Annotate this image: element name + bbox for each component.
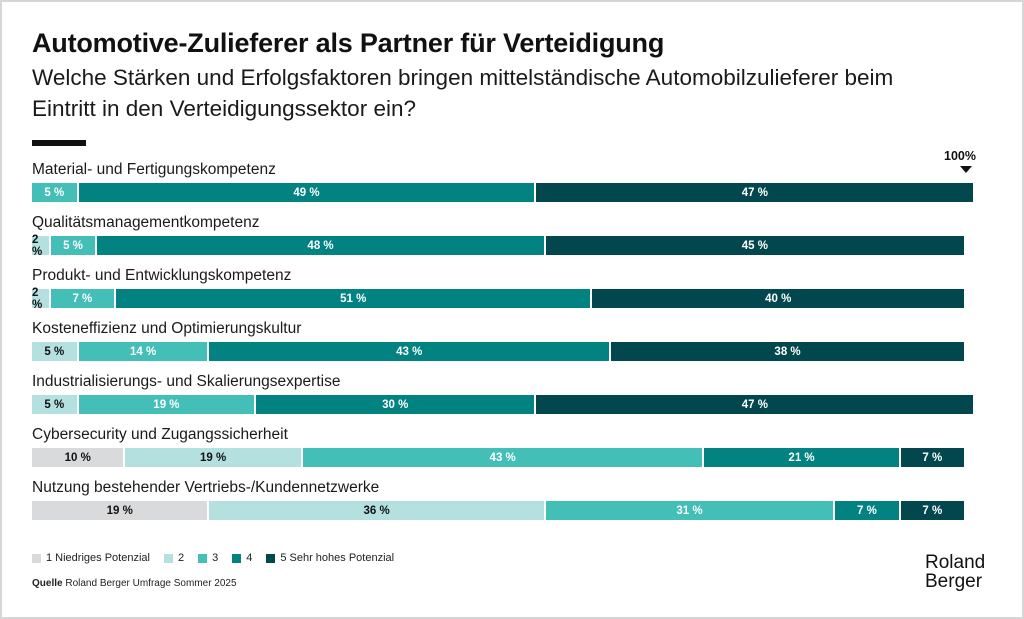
data-label: 45 % [741, 239, 768, 252]
bar-segment: 7 % [900, 448, 964, 467]
data-label: 43 % [489, 451, 516, 464]
category-label: Produkt- und Entwicklungskompetenz [32, 267, 292, 284]
category-label: Nutzung bestehender Vertriebs-/Kundennet… [32, 479, 380, 496]
bar-segment: 21 % [704, 448, 899, 467]
bar-segment: 7 % [50, 289, 115, 308]
bar-segment: 14 % [78, 342, 208, 361]
data-label: 47 % [741, 186, 768, 199]
legend-swatch-icon [232, 553, 242, 563]
bar-segment: 43 % [209, 342, 610, 361]
bar-segment: 5 % [32, 342, 77, 361]
bar-segment: 47 % [536, 395, 974, 414]
data-label: 7 % [857, 504, 877, 517]
data-label: 38 % [774, 345, 801, 358]
bar-segment: 30 % [256, 395, 535, 414]
data-label: 7 % [72, 292, 93, 305]
bar-segment: 19 % [78, 395, 255, 414]
chart-subtitle: Welche Stärken und Erfolgsfaktoren bring… [32, 65, 894, 121]
data-label: 14 % [129, 345, 157, 358]
data-label: 21 % [788, 451, 815, 464]
source-note: Quelle Roland Berger Umfrage Sommer 2025 [32, 578, 237, 589]
logo-line-1: Roland [925, 552, 986, 573]
source-text: Roland Berger Umfrage Sommer 2025 [65, 578, 237, 589]
legend: 1 Niedriges Potenzial 2 3 4 5 Sehr hohes Pot… [32, 552, 408, 564]
category-label: Industrialisierungs- und Skalierungsexpe… [32, 373, 341, 390]
bar-segment: 48 % [97, 236, 544, 255]
bar-segment: 43 % [302, 448, 703, 467]
data-label: 43 % [396, 345, 423, 358]
bar-segment: 40 % [592, 289, 964, 308]
legend-item: 1 Niedriges Potenzial [32, 552, 150, 564]
bar-segment: 38 % [611, 342, 964, 361]
bar-segment: 51 % [116, 289, 591, 308]
bar-segment: 31 % [545, 501, 834, 520]
data-label: 5 % [63, 239, 83, 252]
data-label: 19 % [200, 451, 227, 464]
bar-segment: 5 % [32, 395, 77, 414]
legend-label: 3 [212, 552, 219, 564]
category-label: Kosteneffizienz und Optimierungskultur [32, 320, 302, 337]
legend-label: 4 [246, 552, 253, 564]
legend-item: 5 Sehr hohes Potenzial [266, 552, 394, 564]
data-label: 36 % [363, 504, 390, 517]
legend-swatch-icon [266, 553, 276, 563]
bar-segment: 10 % [32, 448, 124, 467]
data-label: 48 % [307, 239, 334, 252]
category-label: Cybersecurity und Zugangssicherheit [32, 426, 288, 443]
source-prefix: Quelle [32, 578, 63, 589]
data-label: 2 % [32, 233, 43, 258]
data-label: 5 % [44, 345, 65, 358]
bar-segment: 19 % [125, 448, 301, 467]
legend-swatch-icon [32, 553, 41, 563]
data-label: 47 % [741, 398, 768, 411]
bar-segment: 5 % [50, 236, 96, 255]
chart-title: Automotive-Zulieferer als Partner für Ve… [32, 28, 665, 58]
logo-line-2: Berger [925, 571, 983, 592]
legend-item: 4 [232, 552, 252, 564]
bar-segment: 19 % [32, 501, 208, 520]
data-label: 49 % [293, 186, 320, 199]
bar-segment: 5 % [32, 183, 77, 202]
legend-item: 3 [198, 552, 218, 564]
bar-segment: 2 % [32, 286, 49, 311]
legend-label: 5 Sehr hohes Potenzial [280, 552, 395, 564]
total-100-label: 100% [944, 149, 976, 163]
data-label: 40 % [765, 292, 792, 305]
data-label: 5 % [44, 398, 65, 411]
legend-swatch-icon [198, 553, 208, 563]
roland-berger-logo: Roland Berger [925, 553, 985, 591]
bar-segment: 2 % [32, 233, 49, 258]
bar-segment: 49 % [78, 183, 535, 202]
legend-item: 2 [163, 552, 185, 564]
legend-label: 1 Niedriges Potenzial [46, 552, 150, 564]
legend-swatch-icon [163, 553, 173, 563]
category-label: Material- und Fertigungskompetenz [32, 161, 276, 178]
category-label: Qualitätsmanagementkompetenz [32, 214, 260, 231]
bar-segment: 7 % [835, 501, 899, 520]
data-label: 2 % [32, 286, 43, 311]
data-label: 7 % [922, 504, 943, 517]
bar-segment: 45 % [545, 236, 964, 255]
data-label: 7 % [922, 451, 943, 464]
data-label: 5 % [44, 186, 65, 199]
bar-segment: 36 % [209, 501, 544, 520]
data-label: 31 % [676, 504, 703, 517]
data-label: 19 % [153, 398, 180, 411]
data-label: 51 % [340, 292, 367, 305]
bar-segment: 47 % [536, 183, 974, 202]
data-label: 30 % [382, 398, 409, 411]
bar-segment: 7 % [900, 501, 964, 520]
legend-label: 2 [177, 552, 185, 564]
total-marker-triangle-icon [960, 166, 972, 173]
data-label: 10 % [64, 451, 91, 464]
accent-divider [32, 140, 86, 146]
data-label: 19 % [106, 504, 133, 517]
